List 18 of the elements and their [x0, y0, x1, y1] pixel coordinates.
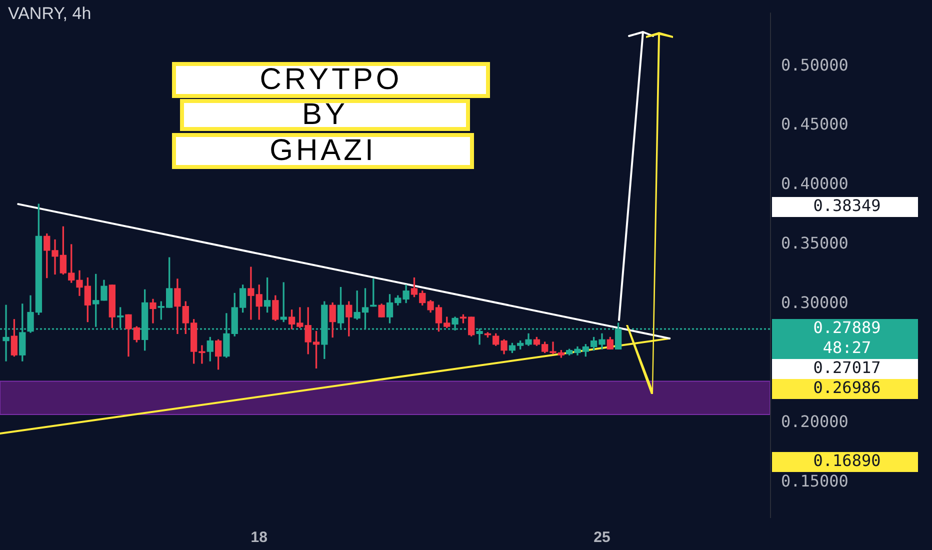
chart-title: VANRY, 4h — [8, 4, 92, 24]
y-tick-label: 0.45000 — [780, 114, 848, 134]
y-tick-label: 0.20000 — [780, 412, 848, 432]
y-tick-label: 0.40000 — [780, 174, 848, 194]
y-tick-label: 0.35000 — [780, 234, 848, 253]
caption-box: CRYTPO — [172, 62, 490, 98]
caption-box: GHAZI — [172, 133, 474, 169]
x-tick-label: 25 — [594, 529, 610, 546]
text: 0.26986 — [813, 378, 881, 398]
y-tick-label: 0.30000 — [780, 293, 848, 312]
text: 0.27017 — [813, 358, 881, 378]
caption-box: BY — [180, 99, 470, 131]
y-tick-label: 0.15000 — [780, 471, 848, 490]
text: 0.16890 — [813, 451, 881, 470]
ref-line-label: 0.27889 48:27 — [813, 318, 881, 358]
x-tick-label: 18 — [250, 529, 268, 546]
text: 0.38349 — [813, 196, 881, 216]
y-tick-label: 0.50000 — [780, 55, 848, 74]
